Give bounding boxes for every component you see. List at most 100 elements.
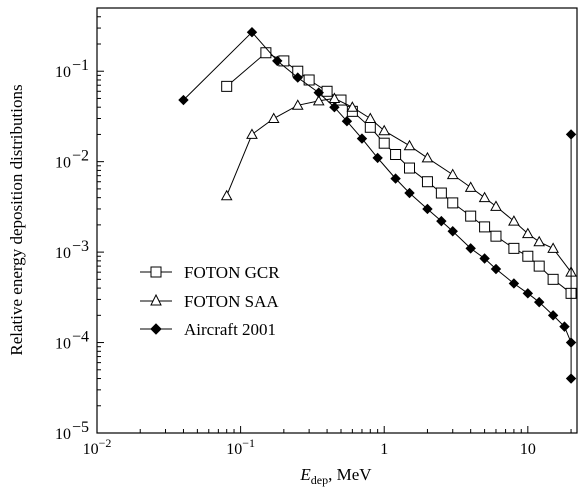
data-point-gcr xyxy=(404,162,416,174)
x-axis-label-subscript: dep xyxy=(311,473,328,487)
y-tick-exponent: −3 xyxy=(72,238,89,255)
y-tick-base: 10 xyxy=(55,336,71,353)
y-tick-label: 10 xyxy=(55,336,71,353)
data-point-aircraft xyxy=(547,310,559,321)
legend-marker-saa xyxy=(150,293,162,306)
data-point-aircraft xyxy=(329,102,340,113)
data-point-saa xyxy=(403,139,416,151)
series-line-0 xyxy=(226,52,572,294)
data-point-saa xyxy=(220,189,233,201)
data-point-aircraft xyxy=(559,321,570,332)
data-point-gcr xyxy=(508,242,520,254)
data-point-gcr xyxy=(260,47,272,59)
data-point-gcr xyxy=(321,85,333,97)
y-tick-base: 10 xyxy=(55,245,71,262)
y-tick-label: 10 xyxy=(55,64,71,81)
y-tick-exponent: −5 xyxy=(72,419,89,436)
x-axis-label-main: E xyxy=(299,465,311,484)
data-point-aircraft xyxy=(390,173,401,184)
data-point-aircraft xyxy=(272,55,283,67)
legend-marker-aircraft xyxy=(150,323,162,335)
data-point-gcr xyxy=(465,210,477,222)
x-tick-base: 10 xyxy=(520,441,536,458)
legend-label-gcr: FOTON GCR xyxy=(184,263,280,282)
x-tick-label: 10−1 xyxy=(226,436,255,458)
data-point-saa xyxy=(446,168,459,180)
series-layer xyxy=(178,26,577,384)
x-tick-exponent: −1 xyxy=(242,436,255,450)
data-point-saa xyxy=(508,215,520,226)
data-point-gcr xyxy=(490,230,502,242)
data-point-aircraft xyxy=(292,72,303,83)
data-point-aircraft xyxy=(479,253,490,264)
series-line-1 xyxy=(226,97,572,273)
x-tick-label: 10−2 xyxy=(83,436,112,458)
y-tick-exponent: −4 xyxy=(72,329,89,346)
x-axis-label-unit: , MeV xyxy=(328,465,372,484)
data-point-saa xyxy=(346,101,359,112)
data-point-gcr xyxy=(421,176,433,188)
data-point-gcr xyxy=(390,149,402,161)
data-point-aircraft xyxy=(356,133,368,144)
data-point-gcr xyxy=(435,187,447,199)
x-tick-label: 1 xyxy=(380,441,388,458)
data-point-gcr xyxy=(547,273,559,285)
data-point-gcr xyxy=(221,80,233,92)
data-point-saa xyxy=(378,124,391,136)
data-point-saa xyxy=(312,94,325,106)
data-point-aircraft xyxy=(465,243,476,254)
y-tick-base: 10 xyxy=(55,64,71,81)
data-point-aircraft xyxy=(404,187,415,199)
data-point-aircraft xyxy=(422,203,433,215)
data-point-gcr xyxy=(364,121,376,133)
data-point-gcr xyxy=(378,137,390,149)
y-tick-label: 10 xyxy=(55,245,71,262)
data-point-aircraft xyxy=(246,26,258,38)
data-point-aircraft xyxy=(508,278,520,289)
data-point-saa xyxy=(267,112,280,124)
data-point-saa xyxy=(490,200,502,211)
data-point-aircraft xyxy=(341,116,353,127)
data-point-aircraft xyxy=(565,373,577,384)
x-tick-base: 10 xyxy=(83,441,99,458)
data-point-aircraft xyxy=(490,263,502,275)
data-point-aircraft xyxy=(522,288,534,299)
y-tick-base: 10 xyxy=(55,155,71,172)
data-point-gcr xyxy=(522,250,534,262)
data-point-saa xyxy=(421,151,434,163)
data-point-saa xyxy=(533,235,546,247)
data-point-aircraft xyxy=(565,337,577,348)
legend-label-saa: FOTON SAA xyxy=(184,292,279,311)
data-point-aircraft xyxy=(313,87,324,98)
legend: FOTON GCR FOTON SAA Aircraft 2001 xyxy=(140,263,280,339)
data-point-gcr xyxy=(303,74,315,86)
data-point-saa xyxy=(521,227,534,239)
y-tick-label: 10 xyxy=(55,155,71,172)
data-point-saa xyxy=(547,242,559,253)
data-point-saa xyxy=(246,128,258,139)
data-point-saa xyxy=(364,112,377,124)
data-point-aircraft xyxy=(533,296,545,308)
x-axis-label: Edep, MeV xyxy=(299,465,372,487)
y-tick-exponent: −2 xyxy=(72,148,89,165)
data-point-aircraft xyxy=(447,226,458,237)
data-point-aircraft xyxy=(372,152,383,164)
x-tick-label: 10 xyxy=(520,441,536,458)
legend-label-aircraft: Aircraft 2001 xyxy=(184,320,276,339)
plot-frame xyxy=(96,7,578,434)
data-point-saa xyxy=(291,99,304,110)
x-tick-base: 10 xyxy=(226,441,242,458)
y-tick-exponent: −1 xyxy=(72,57,89,74)
x-tick-exponent: −2 xyxy=(99,436,112,450)
data-point-saa xyxy=(464,181,477,192)
y-tick-label: 10 xyxy=(55,426,71,443)
data-point-aircraft xyxy=(178,94,189,106)
data-point-gcr xyxy=(533,260,545,272)
data-point-gcr xyxy=(479,221,491,233)
y-tick-base: 10 xyxy=(55,426,71,443)
data-point-gcr xyxy=(447,197,459,209)
y-axis-label: Relative energy deposition distributions xyxy=(7,84,26,355)
x-tick-base: 1 xyxy=(380,441,388,458)
